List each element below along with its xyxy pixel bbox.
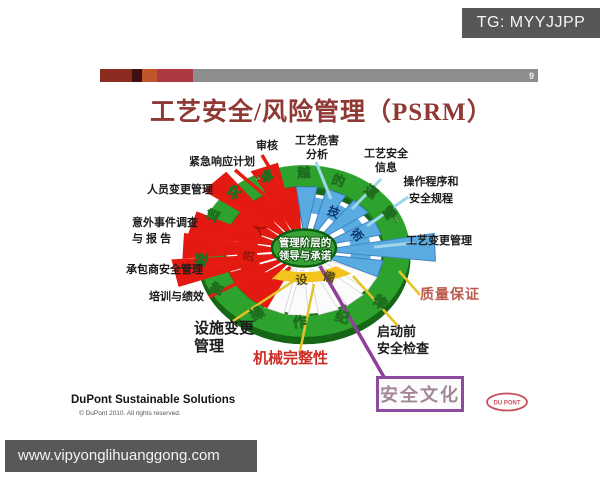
header-bar-segment (132, 69, 142, 82)
connector-line (233, 168, 282, 210)
connector-line (232, 278, 296, 323)
connector-line (373, 241, 415, 249)
wheel-spoke (182, 233, 281, 259)
wheel-spoke (171, 253, 281, 287)
dupont-logo: DU PONT (486, 392, 528, 412)
connector-line (398, 270, 421, 296)
bottom-watermark-bar: www.vipyonglihuanggong.com (5, 440, 257, 472)
center-text-line1: 管理阶层的 (279, 236, 332, 249)
sector-char-equipment: 设 (295, 271, 309, 287)
equipment-band (272, 266, 352, 283)
ring-char: 纪 (333, 308, 350, 327)
label-safety-culture: 安全文化 (380, 385, 460, 405)
bottom-watermark-url: www.vipyonglihuanggong.com (18, 447, 220, 464)
connector-line (298, 283, 316, 352)
top-watermark-text: TG: MYYJJPP (476, 14, 586, 31)
header-bar-segment (100, 69, 132, 82)
label-mechanical-integrity: 机械完整性 (253, 350, 329, 367)
center-hub (270, 228, 338, 268)
connector-line (260, 154, 290, 200)
wheel-spoke (278, 186, 302, 233)
connector-line (208, 270, 261, 299)
safety-culture-box: 安全文化 (376, 376, 464, 412)
connector-line (314, 161, 333, 200)
dupont-logo-text: DU PONT (494, 401, 521, 407)
connector-line (196, 233, 255, 249)
footer-copyright: © DuPont 2010. All rights reserved. (79, 410, 181, 417)
slide-title: 工艺安全/风险管理（PSRM） (150, 99, 493, 126)
top-watermark-bar: TG: MYYJJPP (462, 8, 600, 38)
sector-char-personnel: 员 (241, 249, 257, 263)
wheel-spoke (203, 171, 288, 239)
connector-line (352, 275, 399, 327)
label-quality-assurance: 质量保证 (420, 286, 480, 302)
connector-lines (196, 154, 421, 385)
label-operating-procedures: 操作程序和 安全规程 (403, 176, 459, 205)
label-training-performance: 培训与绩效 (149, 291, 204, 303)
label-audit: 审核 (256, 140, 278, 152)
label-pre-startup-review: 启动前 安全检查 (377, 324, 430, 356)
label-process-safety-info: 工艺安全 信息 (364, 148, 408, 174)
center-text-line2: 领导与承诺 (279, 249, 332, 262)
label-contractor-safety: 承包商安全管理 (126, 264, 203, 276)
label-process-hazard-analysis: 工艺危害 分析 (295, 135, 339, 161)
connector-line (366, 195, 409, 228)
wheel-spoke (230, 210, 285, 243)
header-bar-segment (157, 69, 193, 82)
label-facility-change: 设施变更 管理 (194, 320, 255, 355)
connector-line (213, 192, 269, 229)
connector-line (318, 265, 390, 385)
connector-line (205, 256, 255, 270)
page-number: 9 (528, 71, 534, 81)
connector-line (350, 177, 383, 211)
label-process-change: 工艺变更管理 (406, 235, 472, 247)
ring-char: 经 (193, 252, 210, 267)
wheel-spoke (237, 262, 287, 300)
ring-char: 越 (296, 165, 312, 181)
sector-spokes (171, 162, 436, 309)
header-bar-segment (142, 69, 157, 82)
ring-char: 的 (330, 172, 347, 190)
ring-char: 作 (292, 314, 307, 331)
wheel-spoke (252, 192, 293, 236)
label-incident-investigation: 意外事件调查 与 报 告 (132, 217, 198, 245)
label-emergency-response: 紧急响应计划 (189, 156, 255, 168)
footer-brand: DuPont Sustainable Solutions (71, 394, 236, 406)
wheel-spoke (250, 162, 297, 234)
sector-char-equipment: 備 (321, 268, 337, 286)
label-personnel-change: 人员变更管理 (147, 184, 213, 196)
header-bar-segment (193, 69, 538, 82)
